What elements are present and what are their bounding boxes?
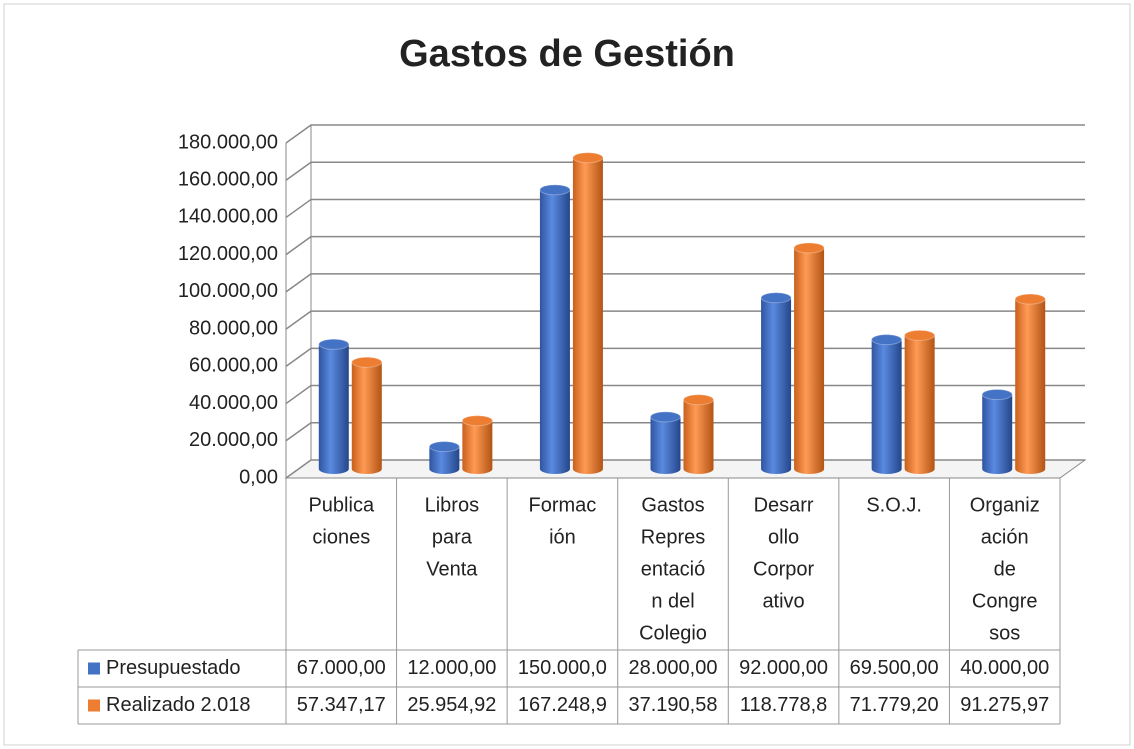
y-tick-label: 120.000,00 [178,243,278,265]
bar-top [572,152,604,164]
table-value: 28.000,00 [629,657,718,679]
bar [1015,294,1046,474]
bar [761,292,792,474]
x-tick-label: ación [981,526,1029,548]
x-tick-label: ativo [762,590,804,612]
grid-line [285,347,1085,367]
y-tick-label: 20.000,00 [189,429,278,451]
x-tick-label: sos [989,622,1020,644]
x-tick-label: Libros [425,494,479,516]
bar-top [318,338,350,350]
table-value: 67.000,00 [297,657,386,679]
x-tick-label: para [432,526,473,548]
bar [572,152,603,475]
legend-swatch [88,699,100,712]
chart-frame [3,3,1131,746]
y-tick-label: 180.000,00 [178,131,278,153]
y-tick-label: 40.000,00 [189,392,278,414]
bar [650,411,681,474]
bar [904,330,935,474]
bar-top [351,356,383,368]
bar-top [539,184,571,196]
bar-top [1014,293,1046,305]
x-tick-label: Repres [641,526,705,548]
table-value: 91.275,97 [960,694,1049,716]
bar-top [871,334,903,346]
x-tick-label: Gastos [641,494,704,516]
x-tick-label: de [994,558,1016,580]
y-tick-label: 0,00 [239,466,278,488]
bar-top [428,441,460,453]
table-value: 40.000,00 [960,657,1049,679]
grid-line [285,198,1085,219]
bar [683,394,714,474]
y-tick-label: 60.000,00 [189,355,278,377]
bar-top [683,394,714,406]
bar [539,184,570,474]
x-tick-label: Colegio [639,622,707,644]
table-value: 71.779,20 [850,694,939,716]
table-value: 69.500,00 [850,657,939,679]
x-tick-label: Formac [529,494,597,516]
bar-top [793,242,825,254]
table-value: 25.954,92 [407,694,496,716]
x-tick-label: ión [549,526,576,548]
bar-top [650,411,681,423]
table-value: 12.000,00 [407,657,496,679]
grid-line [285,422,1085,442]
chart-title: Gastos de Gestión [399,33,735,75]
y-tick-label: 100.000,00 [178,280,278,302]
bar [318,339,349,474]
x-tick-label: Desarr [754,494,814,516]
grid-line [285,310,1085,330]
bar [871,334,902,474]
table-value: 92.000,00 [739,657,828,679]
x-tick-label: entació [641,558,706,580]
bar-top [461,415,493,427]
x-tick-label: Publica [308,494,374,516]
bar [794,242,825,474]
x-tick-label: Venta [426,558,478,580]
legend-swatch [88,662,100,675]
grid-line [285,459,1085,479]
x-tick-label: Congre [972,590,1038,612]
grid-line [285,273,1085,293]
grid-line [285,235,1085,256]
legend-label: Presupuestado [106,657,241,679]
x-tick-label: Organiz [970,494,1040,516]
grid-line [285,161,1085,181]
bar-top [981,389,1013,401]
legend-label: Realizado 2.018 [106,694,251,716]
x-tick-label: ciones [312,526,370,548]
y-tick-label: 140.000,00 [178,206,278,228]
table-value: 150.000,0 [518,657,607,679]
table-value: 167.248,9 [518,694,607,716]
x-tick-label: n del [651,590,694,612]
bar-top [760,292,792,304]
y-tick-label: 80.000,00 [189,317,278,339]
table-value: 57.347,17 [297,694,386,716]
table-value: 37.190,58 [629,694,718,716]
bar [462,415,493,474]
table-value: 118.778,8 [740,694,828,716]
grid-line [285,124,1085,144]
x-tick-label: ollo [768,526,799,548]
grid-line [285,384,1085,405]
bar [982,389,1013,474]
bar-top [904,329,936,341]
y-tick-label: 160.000,00 [178,169,278,191]
x-tick-label: S.O.J. [866,494,922,516]
x-tick-label: Corpor [753,558,814,580]
bar [351,357,382,474]
